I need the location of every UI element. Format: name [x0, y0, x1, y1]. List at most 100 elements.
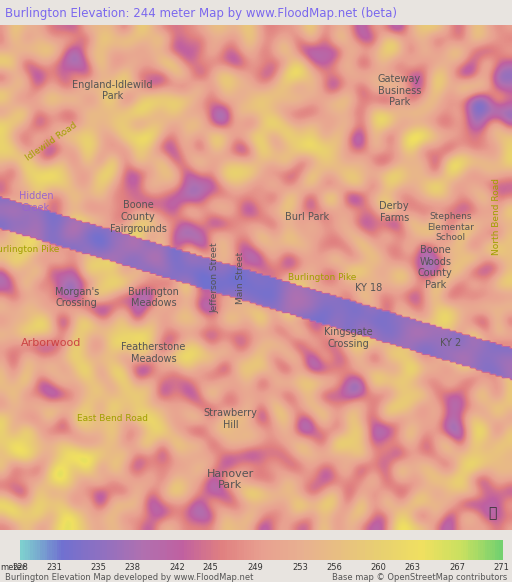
Bar: [444, 541, 447, 560]
Bar: [468, 541, 472, 560]
Bar: [489, 541, 493, 560]
Bar: [93, 541, 96, 560]
Bar: [114, 541, 118, 560]
Bar: [495, 541, 498, 560]
Bar: [162, 541, 166, 560]
Bar: [329, 541, 332, 560]
Bar: [427, 541, 431, 560]
Bar: [20, 541, 24, 560]
Bar: [189, 541, 193, 560]
Bar: [90, 541, 94, 560]
Bar: [268, 541, 272, 560]
Bar: [153, 541, 156, 560]
Bar: [40, 541, 43, 560]
Bar: [348, 541, 351, 560]
Bar: [410, 541, 414, 560]
Bar: [497, 541, 500, 560]
Bar: [240, 541, 243, 560]
Bar: [208, 541, 211, 560]
Bar: [471, 541, 474, 560]
Bar: [220, 541, 224, 560]
Bar: [297, 541, 301, 560]
Bar: [121, 541, 125, 560]
Bar: [227, 541, 231, 560]
Bar: [353, 541, 356, 560]
Bar: [451, 541, 455, 560]
Bar: [136, 541, 139, 560]
Bar: [259, 541, 262, 560]
Text: Boone
County
Fairgrounds: Boone County Fairgrounds: [110, 200, 167, 233]
Text: Boone
Woods
County
Park: Boone Woods County Park: [418, 245, 453, 290]
Bar: [71, 541, 74, 560]
Bar: [473, 541, 476, 560]
Bar: [319, 541, 323, 560]
Text: 242: 242: [169, 563, 185, 572]
Bar: [249, 541, 252, 560]
Bar: [350, 541, 354, 560]
Bar: [292, 541, 296, 560]
Bar: [261, 541, 265, 560]
Bar: [143, 541, 146, 560]
Bar: [281, 541, 284, 560]
Bar: [338, 541, 342, 560]
Bar: [148, 541, 152, 560]
Bar: [326, 541, 330, 560]
Bar: [386, 541, 390, 560]
Bar: [191, 541, 195, 560]
Bar: [194, 541, 197, 560]
Bar: [78, 541, 82, 560]
Bar: [42, 541, 46, 560]
Bar: [83, 541, 87, 560]
Bar: [425, 541, 428, 560]
Text: England-Idlewild
Park: England-Idlewild Park: [72, 80, 153, 101]
Bar: [487, 541, 490, 560]
Bar: [422, 541, 426, 560]
Text: 249: 249: [248, 563, 263, 572]
Bar: [331, 541, 334, 560]
Text: KY 2: KY 2: [440, 338, 461, 348]
Text: 267: 267: [449, 563, 465, 572]
Text: Burl Park: Burl Park: [285, 212, 329, 222]
Bar: [475, 541, 479, 560]
Bar: [155, 541, 159, 560]
Bar: [124, 541, 127, 560]
Bar: [23, 541, 26, 560]
Bar: [309, 541, 313, 560]
Bar: [302, 541, 306, 560]
Bar: [69, 541, 72, 560]
Text: Stephens
Elementar
School: Stephens Elementar School: [427, 212, 474, 242]
Bar: [432, 541, 435, 560]
Bar: [81, 541, 84, 560]
Text: 253: 253: [292, 563, 308, 572]
Bar: [25, 541, 29, 560]
Bar: [485, 541, 488, 560]
Text: Burlington Elevation: 244 meter Map by www.FloodMap.net (beta): Burlington Elevation: 244 meter Map by w…: [5, 7, 397, 20]
Text: Base map © OpenStreetMap contributors: Base map © OpenStreetMap contributors: [332, 573, 507, 581]
Bar: [340, 541, 344, 560]
Bar: [355, 541, 358, 560]
Bar: [266, 541, 269, 560]
Bar: [37, 541, 41, 560]
Bar: [110, 541, 113, 560]
Text: Burlington Pike: Burlington Pike: [288, 273, 357, 282]
Bar: [237, 541, 241, 560]
Text: 228: 228: [12, 563, 29, 572]
Text: Idlewild Road: Idlewild Road: [24, 120, 78, 162]
Bar: [290, 541, 293, 560]
Bar: [283, 541, 286, 560]
Bar: [151, 541, 154, 560]
Bar: [165, 541, 168, 560]
Bar: [177, 541, 180, 560]
Text: Featherstone
Meadows: Featherstone Meadows: [121, 342, 186, 364]
Bar: [232, 541, 236, 560]
Bar: [33, 541, 36, 560]
Text: Gateway
Business
Park: Gateway Business Park: [378, 74, 421, 107]
Bar: [377, 541, 380, 560]
Text: 245: 245: [203, 563, 219, 572]
Bar: [182, 541, 185, 560]
Bar: [141, 541, 144, 560]
Bar: [396, 541, 399, 560]
Bar: [88, 541, 91, 560]
Bar: [357, 541, 361, 560]
Bar: [446, 541, 450, 560]
